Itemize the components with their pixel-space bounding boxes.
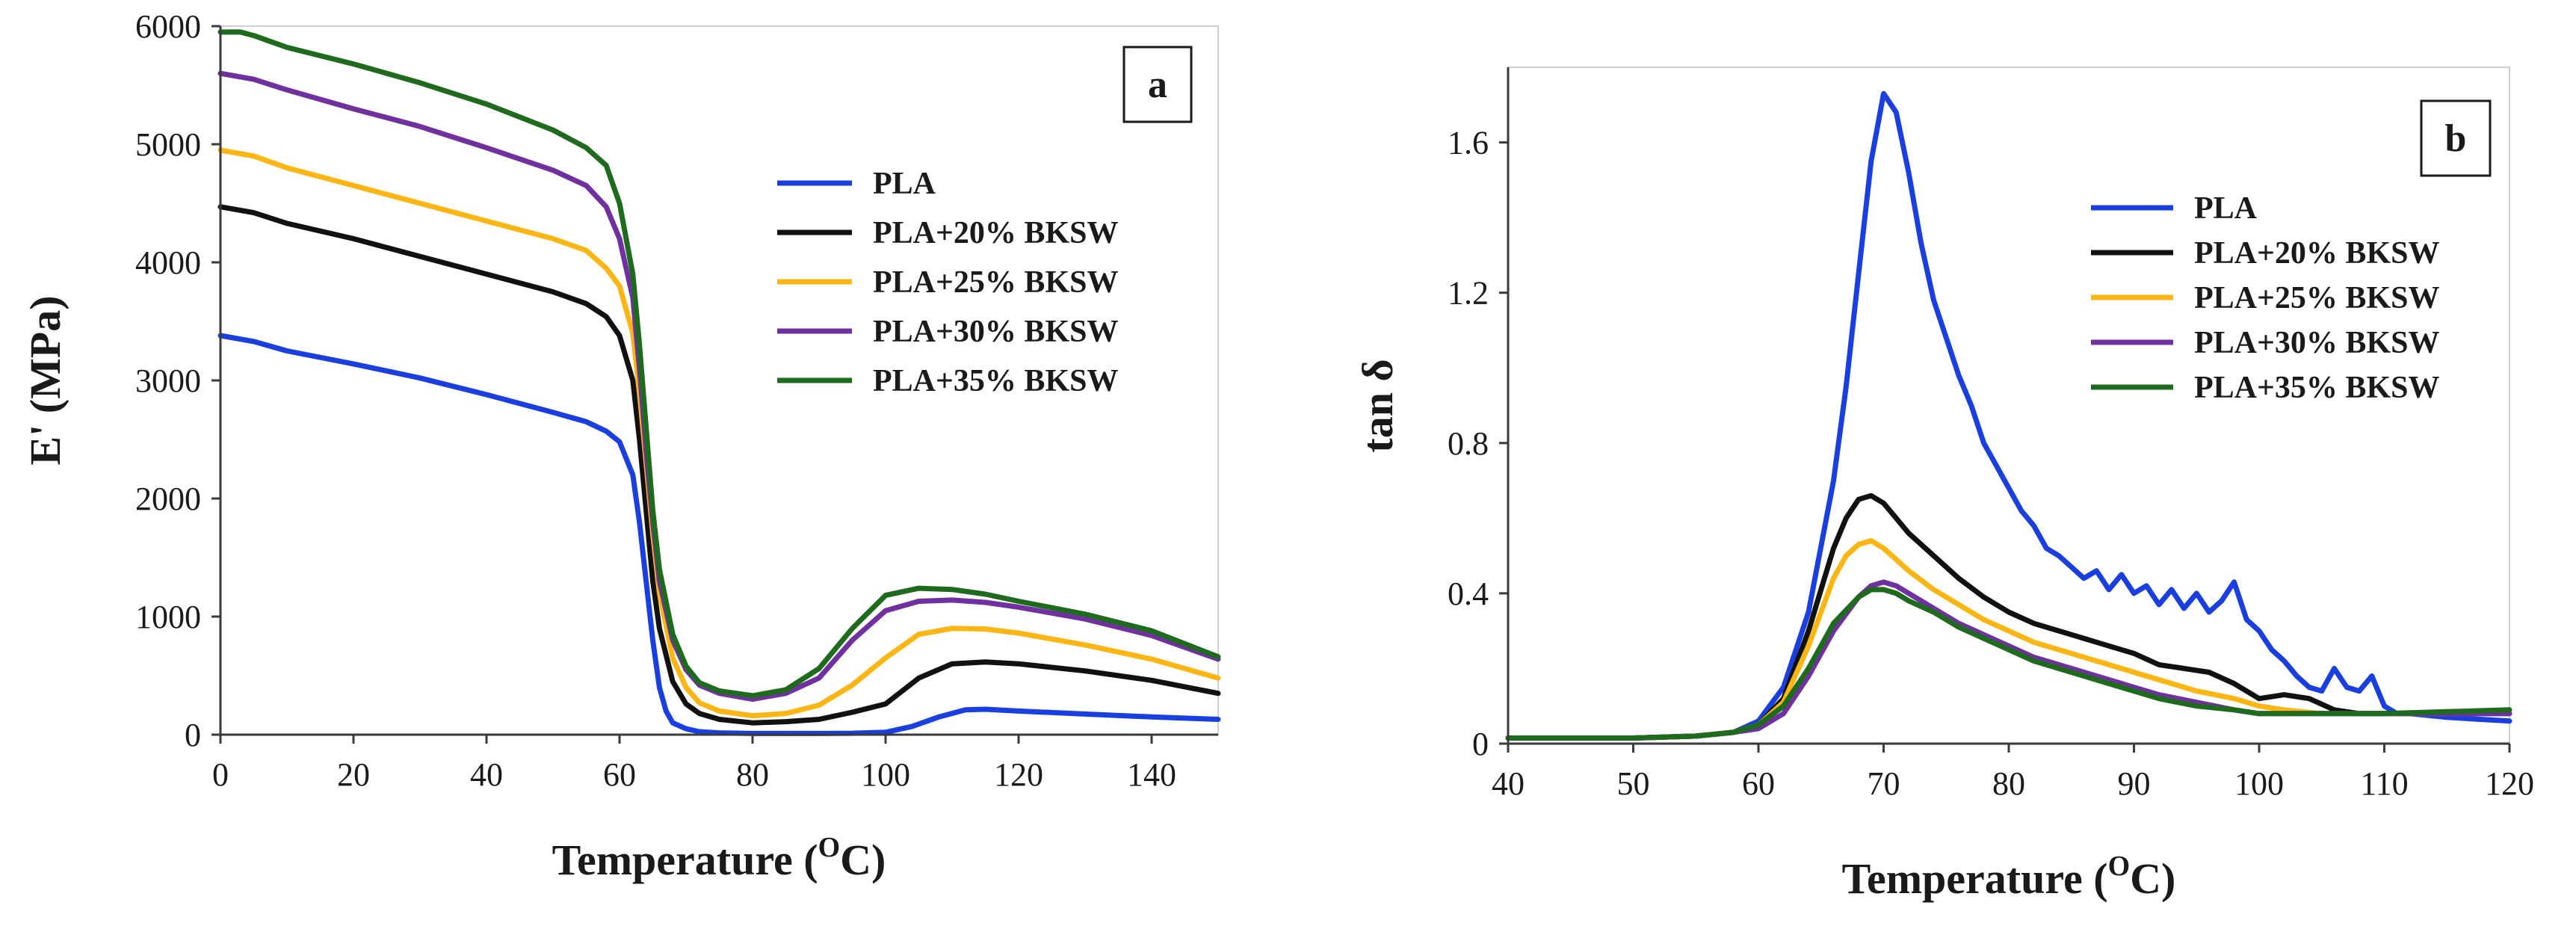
x-tick-label: 120: [2485, 765, 2534, 802]
series-line-pla-25-bksw: [217, 147, 1221, 719]
series-lines-a: [217, 29, 1221, 736]
series-line-pla-20-bksw: [217, 204, 1221, 726]
y-tick-label: 2000: [135, 481, 201, 517]
panel-label-box-a: a: [1122, 46, 1193, 123]
panel-label-a: a: [1148, 64, 1167, 106]
x-tick-label: 60: [603, 756, 636, 793]
x-tick-label: 140: [1127, 756, 1176, 793]
y-tick-label: 1.6: [1448, 125, 1489, 161]
legend-label: PLA+35% BKSW: [873, 364, 1118, 398]
y-ticks-b: 0 0.4 0.8 1.2 1.6: [1448, 125, 1508, 762]
y-tick-label: 0: [185, 717, 201, 753]
legend-label: PLA+35% BKSW: [2194, 371, 2439, 405]
y-tick-label: 3000: [135, 362, 201, 399]
legend-label: PLA: [873, 167, 936, 201]
panel-label-b: b: [2445, 117, 2467, 160]
x-tick-label: 100: [861, 756, 910, 793]
legend-b: PLA PLA+20% BKSW PLA+25% BKSW PLA+30% BKSW P…: [2091, 191, 2439, 405]
y-tick-label: 0.4: [1448, 575, 1489, 612]
y-axis-title-a: E' (MPa): [21, 295, 70, 465]
y-ticks-a: 0 1000 2000 3000 4000 5000 6000: [135, 8, 220, 753]
x-tick-label: 110: [2360, 765, 2408, 802]
plot-area-b: [1507, 67, 2510, 744]
series-line-pla-35-bksw: [217, 29, 1221, 699]
x-tick-label: 60: [1742, 765, 1775, 802]
x-tick-label: 100: [2234, 765, 2284, 802]
legend-label: PLA+25% BKSW: [2194, 281, 2439, 315]
x-tick-label: 40: [1492, 765, 1525, 802]
series-line-pla: [1505, 90, 2512, 741]
legend-a: PLA PLA+20% BKSW PLA+25% BKSW PLA+30% BKSW P…: [777, 167, 1118, 398]
series-line-pla-25-bksw: [1505, 538, 2512, 741]
chart-panel-a: 0 1000 2000 3000 4000 5000 6000 0 20 40 60 80 100 12…: [21, 8, 1221, 884]
y-tick-label: 1.2: [1448, 275, 1489, 312]
legend-label: PLA: [2194, 191, 2258, 226]
y-tick-label: 0: [1472, 726, 1489, 762]
legend-label: PLA+20% BKSW: [2194, 236, 2439, 271]
y-tick-label: 6000: [135, 8, 201, 45]
y-tick-label: 5000: [135, 126, 201, 163]
x-axis-title-a: Temperature (OC): [552, 832, 886, 884]
x-tick-label: 70: [1868, 765, 1900, 802]
y-tick-label: 0.8: [1448, 425, 1489, 462]
y-tick-label: 1000: [135, 599, 201, 635]
x-tick-label: 50: [1617, 765, 1650, 802]
series-line-pla-20-bksw: [1505, 493, 2512, 741]
x-ticks-b: 40 50 60 70 80 90 100 110 120: [1492, 744, 2534, 802]
x-tick-label: 80: [1992, 765, 2025, 802]
x-tick-label: 80: [736, 756, 769, 793]
legend-label: PLA+20% BKSW: [873, 216, 1118, 250]
series-line-pla-35-bksw: [1505, 587, 2512, 741]
y-tick-label: 4000: [135, 244, 201, 281]
series-lines-b: [1505, 90, 2512, 741]
panel-label-box-b: b: [2420, 99, 2492, 177]
x-ticks-a: 0 20 40 60 80 100 120 140: [212, 735, 1176, 793]
legend-label: PLA+30% BKSW: [873, 315, 1118, 349]
legend-label: PLA+30% BKSW: [2194, 326, 2439, 360]
series-line-pla: [217, 333, 1221, 736]
x-tick-label: 40: [470, 756, 503, 793]
y-axis-title-b: tan δ: [1353, 359, 1402, 452]
chart-panel-b: 0 0.4 0.8 1.2 1.6 40 50 60 70 80 90 100 110 120 tan …: [1353, 67, 2534, 903]
x-tick-label: 20: [337, 756, 370, 793]
x-tick-label: 0: [212, 756, 229, 793]
x-tick-label: 120: [994, 756, 1043, 793]
legend-label: PLA+25% BKSW: [873, 265, 1118, 300]
x-axis-title-b: Temperature (OC): [1842, 851, 2176, 903]
x-tick-label: 90: [2118, 765, 2151, 802]
